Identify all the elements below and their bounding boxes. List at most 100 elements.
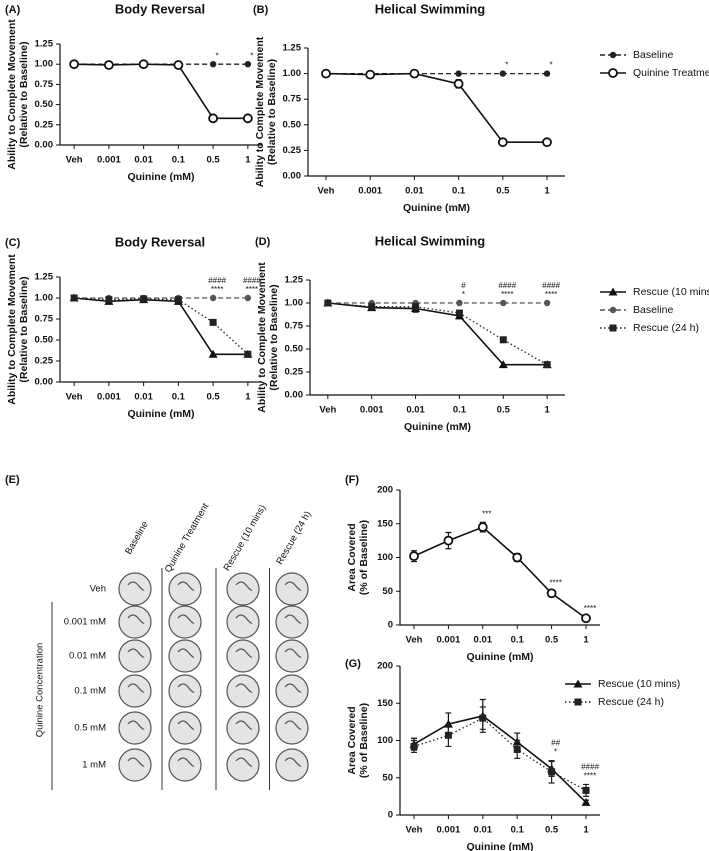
series-line: [413, 715, 587, 803]
marker: [513, 745, 521, 753]
worm-image: [177, 614, 195, 624]
y-axis-title: Area Covered: [346, 706, 358, 774]
x-tick-label: 0.001: [97, 392, 121, 403]
marker: [409, 68, 420, 79]
y-tick-label: 0.00: [35, 140, 54, 151]
marker: [321, 68, 331, 79]
x-tick-label: 0.1: [511, 825, 525, 836]
x-tick-label: 0.001: [360, 405, 384, 416]
panel-label: (D): [255, 236, 271, 248]
significance-label: *: [505, 61, 508, 70]
well-image: [275, 674, 309, 708]
marker: [174, 296, 182, 304]
x-tick-label: 0.01: [134, 155, 153, 166]
worm-image: [127, 757, 145, 767]
well-image: [118, 639, 152, 673]
y-axis-title: (% of Baseline): [358, 703, 370, 778]
chart-panel: (F) 0 50 100 150 200 Veh 0.001 0.01 0.1 0.5 1 Quinin…: [345, 474, 600, 663]
y-axis-title: (Relative to Baseline): [268, 284, 280, 390]
x-tick-label: 0.01: [405, 186, 424, 197]
y-tick-label: 1.25: [285, 275, 304, 286]
marker: [499, 336, 507, 344]
y-tick-label: 0.25: [35, 356, 54, 367]
significance-label: ####: [498, 281, 516, 290]
y-tick-label: 1.00: [285, 298, 304, 309]
marker: [409, 551, 419, 562]
row-title: Quinine Concentration: [35, 643, 46, 738]
series-line: [413, 717, 587, 791]
row-label: 0.001 mM: [64, 617, 106, 628]
marker: [69, 59, 80, 70]
significance-label: ##: [551, 739, 560, 748]
marker: [500, 299, 507, 307]
marker: [479, 714, 487, 722]
marker: [244, 294, 252, 302]
worm-image: [127, 581, 145, 591]
worm-image: [177, 757, 195, 767]
y-tick-label: 0.50: [35, 99, 54, 110]
well-image: [275, 572, 309, 606]
x-tick-label: 0.01: [474, 825, 493, 836]
panel-label: (G): [345, 658, 361, 670]
x-tick-label: 0.5: [496, 186, 510, 197]
marker: [581, 797, 591, 806]
worm-image: [284, 614, 302, 624]
marker: [456, 299, 463, 307]
worm-image: [177, 581, 195, 591]
significance-label: ####: [208, 276, 226, 285]
chart-panel: (D) Helical Swimming 0.00 0.25 0.50 0.75 1.00 1…: [255, 233, 709, 432]
y-tick-label: 0: [388, 810, 393, 821]
significance-label: ****: [545, 290, 557, 299]
well-image: [168, 674, 202, 708]
x-axis-title: Quinine (mM): [466, 841, 533, 851]
y-tick-label: 0.50: [35, 335, 54, 346]
worm-image: [235, 683, 253, 693]
panel-label: (C): [5, 237, 21, 249]
marker: [609, 324, 617, 332]
y-tick-label: 0.75: [283, 94, 302, 105]
well-image: [226, 639, 260, 673]
marker: [173, 60, 184, 70]
worm-image: [127, 648, 145, 658]
marker: [105, 296, 113, 304]
worm-image: [284, 757, 302, 767]
x-tick-label: 0.001: [97, 155, 121, 166]
marker: [209, 60, 217, 68]
x-tick-label: 0.1: [452, 186, 466, 197]
series: ***********: [409, 510, 596, 624]
x-tick-label: 0.01: [474, 635, 493, 646]
marker: [455, 309, 463, 317]
marker: [609, 306, 617, 314]
significance-label: ****: [549, 578, 561, 587]
significance-label: ****: [584, 772, 596, 781]
series: #### ####: [70, 276, 261, 358]
series: [324, 299, 551, 307]
legend-label: Baseline: [633, 49, 673, 61]
x-tick-label: 0.5: [497, 405, 511, 416]
panel-label: (F): [345, 474, 359, 486]
y-tick-label: 100: [377, 735, 393, 746]
series: *****: [409, 698, 596, 806]
x-tick-label: 1: [583, 825, 589, 836]
series: ######: [410, 706, 599, 797]
worm-image: [235, 581, 253, 591]
significance-label: ####: [542, 281, 560, 290]
y-axis-title: Ability to Complete Movement: [254, 36, 266, 187]
worm-image: [127, 720, 145, 730]
well-image: [275, 639, 309, 673]
marker: [209, 318, 217, 326]
y-tick-label: 1.25: [283, 43, 302, 54]
worm-image: [284, 581, 302, 591]
chart-panel: (C) Body Reversal 0.00 0.25 0.50 0.75 1.00 1.25…: [5, 234, 262, 420]
y-tick-label: 0.50: [283, 119, 302, 130]
well-image: [275, 605, 309, 639]
marker: [244, 60, 252, 68]
marker: [581, 613, 591, 624]
well-image: [168, 605, 202, 639]
y-tick-label: 0.25: [285, 367, 304, 378]
series-line: [327, 302, 548, 366]
marker: [209, 294, 217, 302]
worm-image: [235, 720, 253, 730]
y-tick-label: 150: [377, 518, 393, 529]
y-tick-label: 50: [382, 772, 393, 783]
